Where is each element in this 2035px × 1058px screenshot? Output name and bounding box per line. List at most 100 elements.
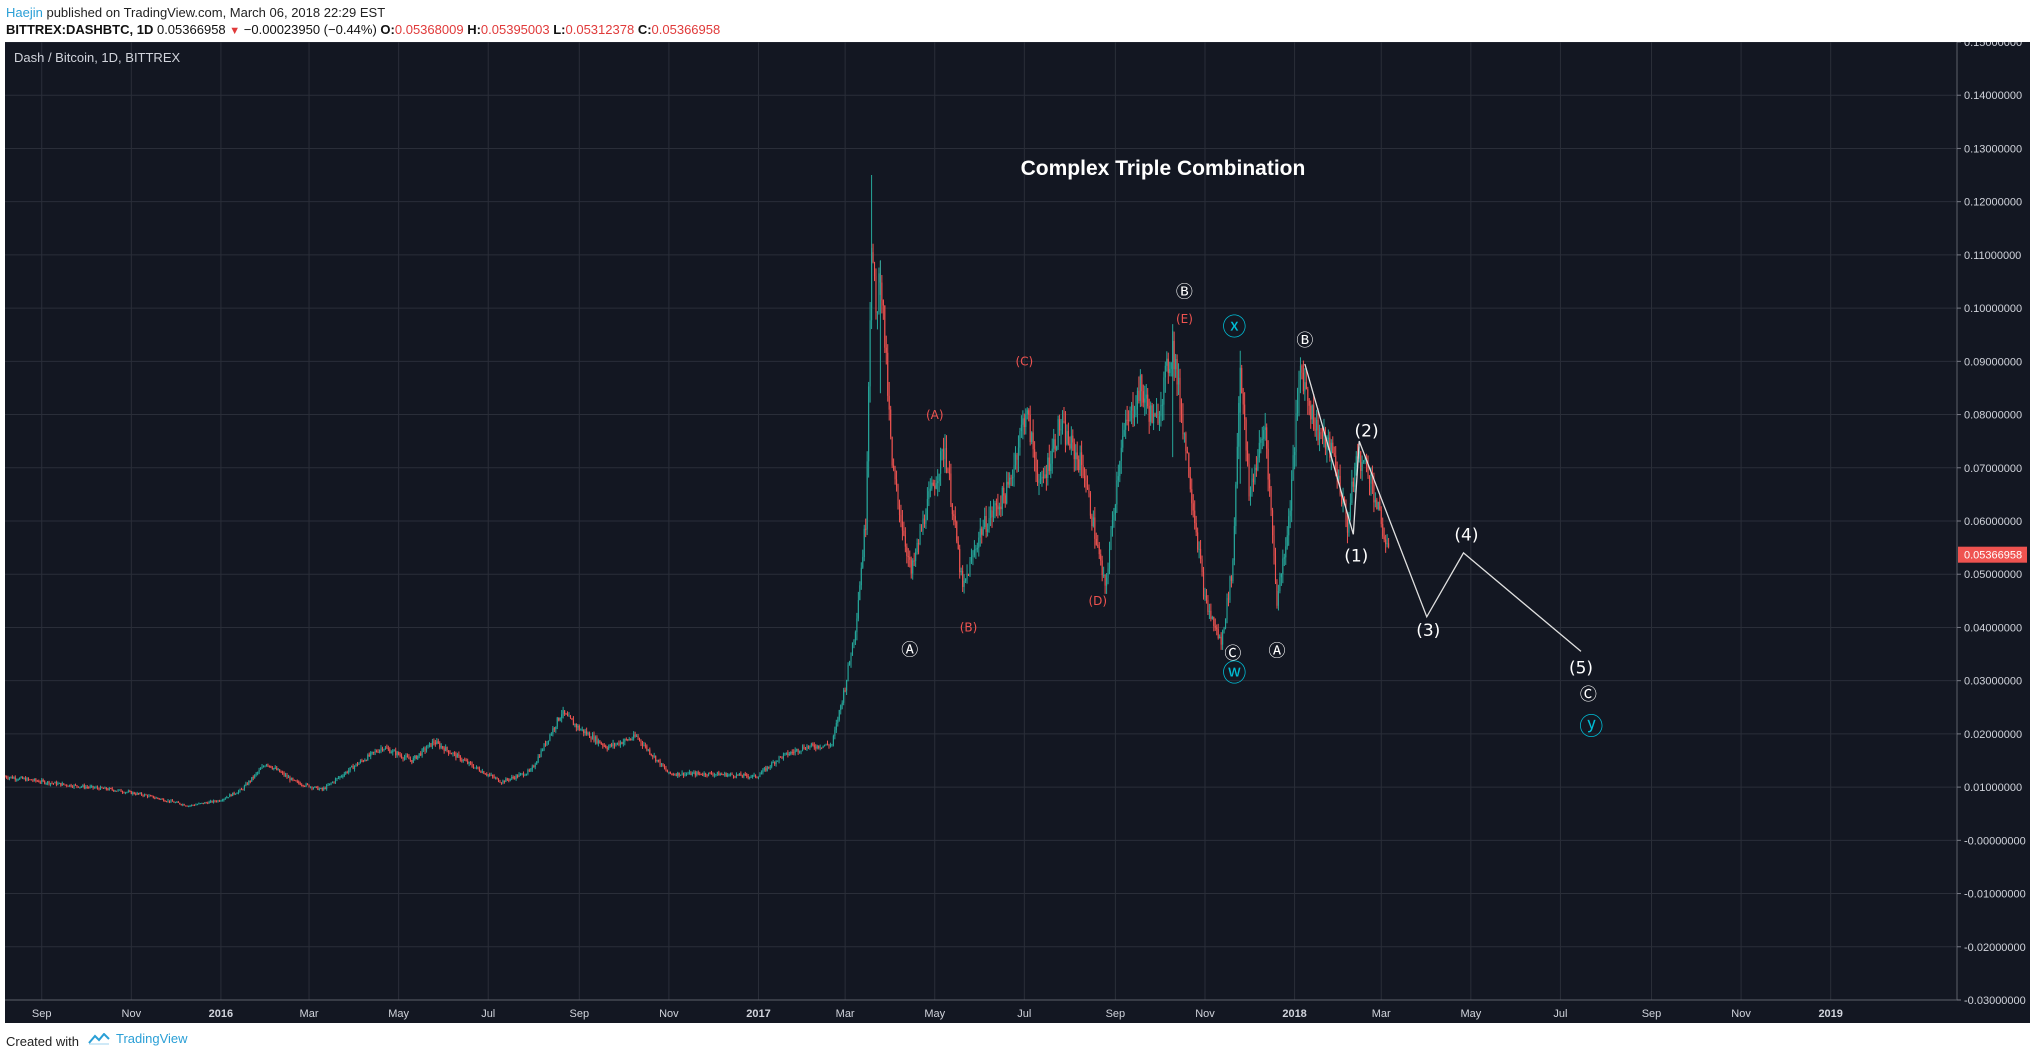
footer: Created with TradingView	[0, 1023, 2035, 1058]
candle-body	[70, 784, 72, 787]
candle-body	[972, 555, 974, 558]
candle-body	[581, 729, 583, 731]
candle-body	[903, 530, 905, 536]
candle-body	[229, 794, 231, 798]
candle-body	[96, 787, 99, 789]
candle-body	[1130, 404, 1133, 411]
candle-body	[931, 482, 933, 489]
candle-body	[706, 775, 708, 777]
time-tick-label: Jul	[1553, 1008, 1567, 1020]
candle-body	[1141, 375, 1143, 392]
candle-body	[1319, 432, 1321, 441]
candle-body	[420, 753, 422, 756]
candle-body	[1009, 477, 1011, 485]
candle-body	[1220, 636, 1222, 645]
candle-body	[771, 762, 773, 767]
candle-body	[1361, 462, 1363, 471]
candle-body	[240, 789, 243, 791]
candle-body	[909, 557, 911, 560]
candle-body	[572, 719, 574, 726]
candle-body	[1286, 535, 1288, 547]
candle-body	[599, 740, 601, 744]
candle-body	[957, 541, 959, 550]
candle-body	[587, 733, 589, 735]
chart-title: Complex Triple Combination	[1021, 157, 1306, 180]
candle-body	[1004, 495, 1006, 504]
candle-body	[371, 751, 373, 753]
candle-body	[1169, 368, 1171, 374]
candle-body	[790, 752, 792, 755]
candle-body	[396, 752, 398, 756]
candle-body	[732, 775, 735, 777]
candle-body	[152, 795, 154, 798]
candle-body	[1333, 453, 1335, 456]
candle-body	[220, 800, 222, 802]
candle-body	[678, 772, 680, 776]
candle-body	[1249, 487, 1252, 497]
candle-body	[16, 779, 18, 781]
candle-body	[10, 776, 12, 778]
candle-body	[1129, 410, 1131, 421]
candle-body	[1019, 431, 1021, 448]
candle-body	[1202, 572, 1205, 597]
tradingview-brand[interactable]: TradingView	[88, 1031, 188, 1046]
candle-body	[650, 753, 652, 756]
candle-body	[1039, 479, 1042, 481]
candle-body	[177, 801, 179, 803]
candle-body	[1214, 626, 1216, 628]
candle-body	[1368, 476, 1371, 484]
candle-body	[932, 482, 934, 486]
candle-body	[217, 800, 219, 802]
candle-body	[252, 777, 254, 779]
candle-body	[186, 805, 188, 807]
candle-body	[1211, 616, 1213, 619]
candle-body	[25, 778, 27, 781]
author-link[interactable]: Haejin	[6, 5, 43, 20]
candle-body	[1082, 465, 1084, 476]
candle-body	[157, 797, 159, 799]
candle-body	[215, 801, 218, 803]
candle-body	[546, 741, 548, 746]
candle-body	[978, 537, 980, 548]
candle-body	[374, 751, 376, 753]
candle-body	[449, 753, 451, 755]
candle-body	[869, 320, 871, 387]
candle-body	[74, 784, 77, 786]
candle-body	[1198, 548, 1200, 550]
candle-body	[340, 776, 342, 778]
candle-body	[280, 772, 282, 774]
candle-body	[185, 805, 187, 807]
time-tick-label: Mar	[836, 1008, 855, 1020]
candle-body	[646, 745, 648, 750]
candle-body	[681, 772, 683, 775]
candle-body	[1247, 450, 1249, 465]
candle-body	[1059, 419, 1061, 431]
candle-body	[424, 748, 426, 751]
open-label: O:	[380, 22, 395, 37]
candle-body	[1132, 404, 1134, 419]
candle-body	[1374, 499, 1376, 503]
candle-body	[343, 773, 345, 777]
candle-body	[411, 760, 413, 763]
candle-body	[1260, 439, 1262, 443]
candle-body	[724, 773, 726, 775]
candle-body	[86, 786, 88, 788]
candle-body	[536, 761, 538, 765]
candle-body	[370, 752, 372, 757]
candle-body	[455, 753, 457, 758]
candle-body	[1123, 429, 1125, 436]
candle-body	[848, 661, 851, 665]
candle-body	[558, 717, 560, 721]
candle-body	[660, 763, 663, 766]
candle-body	[418, 753, 420, 756]
candle-body	[1251, 478, 1253, 488]
time-tick-label: 2016	[209, 1008, 233, 1020]
time-tick-label: 2018	[1282, 1008, 1306, 1020]
candle-body	[1299, 365, 1302, 380]
candle-body	[248, 780, 250, 785]
price-chart[interactable]: Ⓐ(A)(B)(C)(D)(E)ⒷⓧⒸⓦⒶⒷ(1)(2)(3)(4)(5)Ⓒⓨ …	[5, 42, 2030, 1023]
candle-body	[666, 770, 668, 773]
candle-body	[757, 776, 760, 778]
candle-body	[1119, 460, 1121, 477]
